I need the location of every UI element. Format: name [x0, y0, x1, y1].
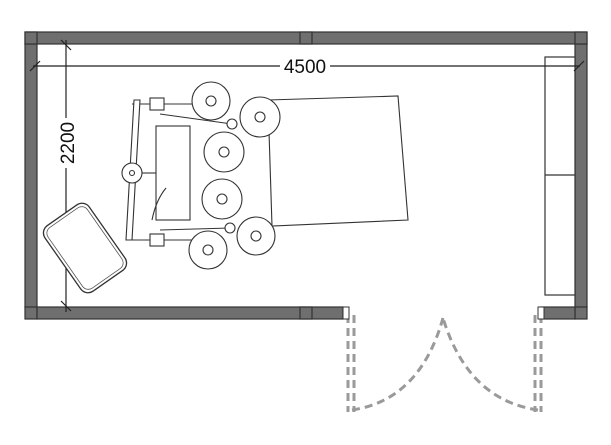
corner-top-left: [24, 31, 38, 45]
dimension-width-label: 4500: [284, 57, 326, 78]
corner-bottom-left: [24, 306, 38, 320]
dimension-width-tick-left: [29, 60, 41, 72]
cabinet-body: [544, 56, 576, 296]
chair-hinge-top: [149, 97, 165, 111]
chair-frame-rail: [159, 113, 233, 125]
wall-cabinet: [544, 56, 576, 296]
dimension-depth-label-bg: [56, 118, 78, 168]
roller-joint-1: [226, 118, 238, 130]
treatment-chair: [121, 95, 409, 247]
roller-6-hub: [202, 244, 214, 256]
chair-backrest: [267, 95, 409, 227]
bottom-wall-right: [540, 306, 576, 320]
chair-frame-rail-2: [159, 227, 231, 231]
double-door: [346, 315, 543, 412]
door-jamb-left: [342, 306, 350, 320]
dimension-depth-tick-top: [60, 39, 72, 51]
bottom-wall-left: [36, 306, 344, 320]
roller-cluster: [188, 81, 281, 270]
dimension-width-tick-right: [573, 60, 585, 72]
roller-2-hub: [254, 111, 266, 123]
walls: [24, 31, 588, 320]
roller-4-hub: [216, 193, 228, 205]
dimension-depth-label: 2200: [58, 122, 79, 164]
dimension-depth-tick-bottom: [60, 300, 72, 312]
left-wall: [24, 43, 38, 309]
corner-top-right: [574, 31, 588, 45]
bottom-wall-joint: [299, 306, 313, 320]
corner-bottom-right: [574, 306, 588, 320]
roller-joint-2: [224, 222, 236, 234]
door-swing-left: [351, 317, 445, 412]
door-jambs: [342, 306, 545, 320]
instrument-tray-center: [128, 169, 136, 177]
roller-3-hub: [218, 146, 230, 158]
stool: [42, 202, 128, 294]
stool-seat-inner: [46, 206, 124, 290]
door-swing-right: [441, 317, 539, 412]
right-wall: [574, 43, 588, 309]
chair-hinge-bottom: [149, 233, 165, 247]
top-wall-joint: [299, 31, 313, 45]
chair-headrest-bracket: [151, 187, 167, 221]
door-jamb-right: [537, 306, 545, 320]
chair-seat: [155, 125, 191, 221]
dimension-width-label-bg: [280, 55, 330, 77]
stool-seat: [42, 202, 128, 294]
roller-1-hub: [205, 95, 217, 107]
roller-5-hub: [250, 230, 262, 242]
